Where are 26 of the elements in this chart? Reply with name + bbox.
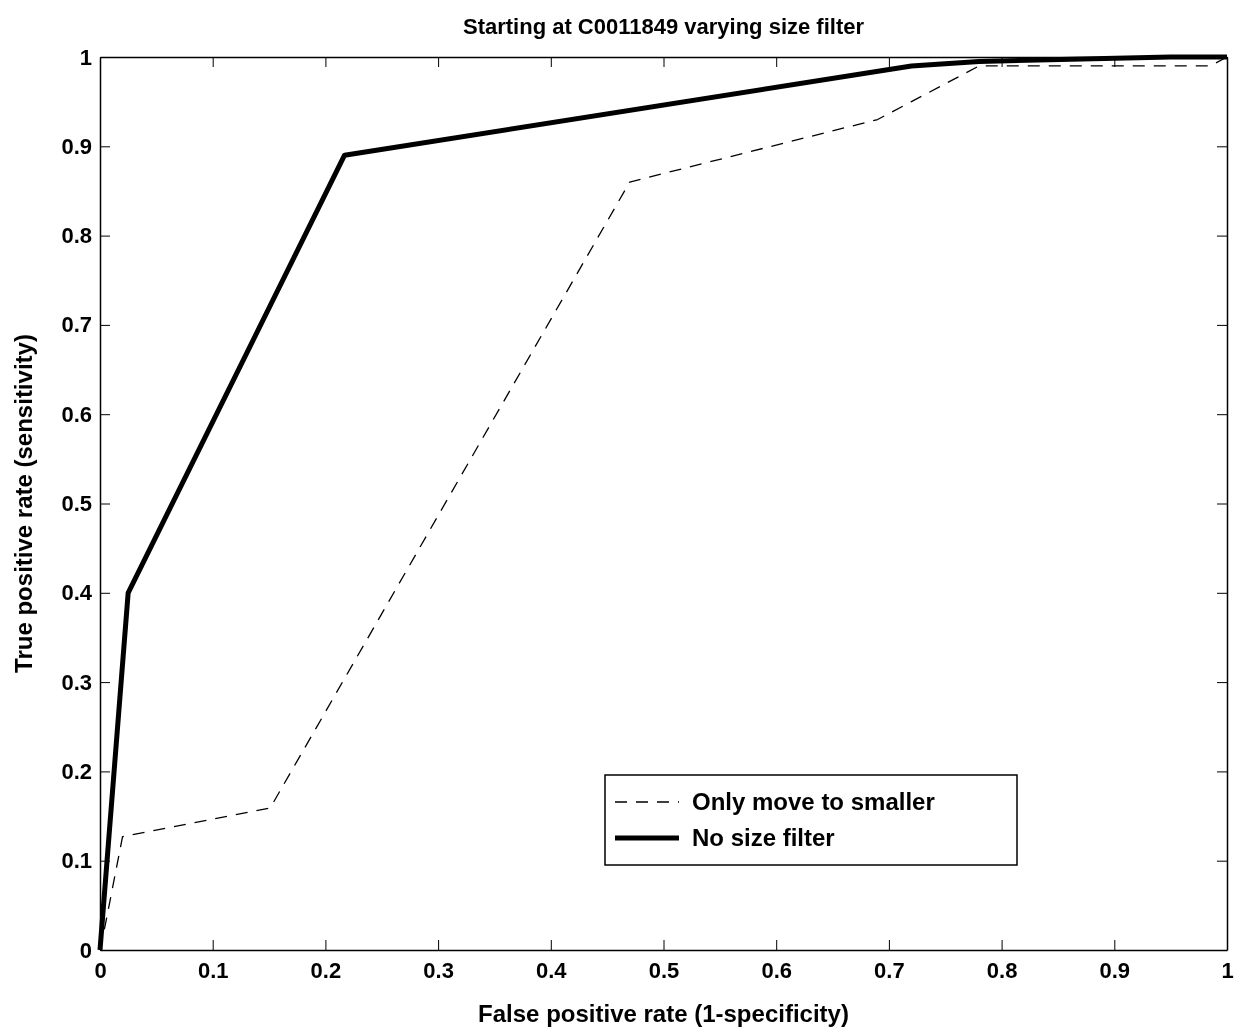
y-tick-label: 0.3 <box>61 669 92 695</box>
y-tick-label: 1 <box>79 44 92 70</box>
y-tick-label: 0 <box>79 937 92 963</box>
y-tick-label: 0.1 <box>61 848 92 874</box>
x-tick-label: 0.9 <box>1099 957 1131 983</box>
y-tick-label: 0.5 <box>61 491 92 517</box>
legend-label: Only move to smaller <box>692 788 935 815</box>
x-tick-label: 0.6 <box>761 957 792 983</box>
y-tick-label: 0.2 <box>61 758 92 784</box>
x-tick-label: 0.2 <box>310 957 342 983</box>
x-tick-label: 0.5 <box>648 957 680 983</box>
y-tick-label: 0.8 <box>61 223 92 249</box>
y-tick-label: 0.6 <box>61 401 92 427</box>
x-axis-title: False positive rate (1-specificity) <box>478 1000 849 1027</box>
x-tick-label: 0.3 <box>423 957 454 983</box>
x-tick-label: 1 <box>1221 957 1234 983</box>
y-tick-label: 0.7 <box>61 312 92 338</box>
y-tick-label: 0.4 <box>61 580 93 606</box>
y-tick-label: 0.9 <box>61 133 92 159</box>
x-tick-label: 0.8 <box>986 957 1018 983</box>
y-axis-title: True positive rate (sensitivity) <box>10 334 37 673</box>
x-tick-label: 0.7 <box>874 957 905 983</box>
legend-label: No size filter <box>692 824 835 851</box>
x-tick-label: 0.1 <box>197 957 229 983</box>
chart-title: Starting at C0011849 varying size filter <box>462 14 865 39</box>
x-tick-label: 0.4 <box>536 957 568 983</box>
